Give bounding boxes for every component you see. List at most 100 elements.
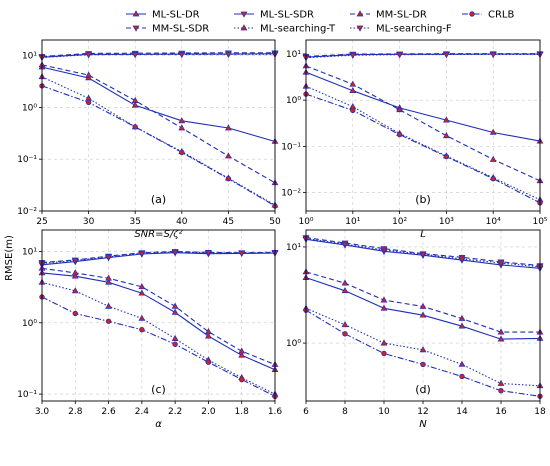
x-tick-label: 10⁵ [532, 217, 547, 227]
data-point [497, 260, 505, 267]
data-point [225, 176, 232, 182]
y-tick-label: 10⁰ [286, 96, 301, 106]
data-point [341, 321, 349, 328]
x-tick-label: 2.2 [168, 407, 182, 417]
data-point [205, 327, 212, 335]
data-point [489, 128, 497, 135]
data-point [381, 350, 387, 357]
x-tick-label: 12 [417, 407, 428, 417]
legend-label: MM-SL-DR [376, 10, 427, 21]
data-point [179, 149, 185, 156]
legend-item: ML-SL-DR [126, 10, 200, 21]
panel-label: (b) [415, 193, 431, 206]
legend-item: MM-SL-SDR [126, 24, 209, 35]
data-point [350, 107, 356, 114]
legend-item: ML-SL-SDR [234, 10, 314, 21]
legend-marker [132, 10, 140, 17]
y-tick-label: 10¹ [286, 50, 301, 60]
data-point [497, 335, 505, 342]
x-tick-label: 35 [129, 217, 140, 227]
series [302, 82, 544, 203]
x-tick-label: 2.6 [101, 407, 116, 417]
x-tick-label: 25 [36, 217, 47, 227]
data-point [71, 272, 79, 279]
data-point [178, 52, 186, 59]
data-point [85, 99, 92, 106]
x-tick-label: 2.4 [135, 407, 150, 417]
x-tick-label: 1.8 [235, 407, 250, 417]
data-point [349, 52, 357, 59]
x-tick-label: 10⁰ [298, 217, 313, 227]
data-point [419, 302, 427, 309]
series-line [41, 267, 276, 366]
series [38, 73, 279, 208]
data-point [105, 278, 112, 285]
data-point [443, 52, 450, 59]
x-tick-label: 30 [83, 217, 95, 227]
data-point [105, 318, 112, 324]
data-point [380, 339, 388, 346]
series-line [41, 52, 275, 58]
series-line [305, 53, 540, 58]
legend-marker [240, 24, 248, 31]
series [38, 51, 279, 62]
data-point [458, 256, 466, 263]
data-point [497, 328, 505, 335]
data-point [85, 52, 92, 59]
data-point [458, 314, 466, 321]
data-point [71, 287, 79, 294]
x-tick-label: 10⁴ [486, 217, 501, 227]
data-point [132, 124, 138, 130]
panel-label: (a) [151, 193, 166, 206]
data-point [105, 274, 112, 281]
y-tick-label: 10¹ [22, 247, 37, 257]
series [38, 63, 279, 144]
series-line [41, 53, 275, 59]
data-point [349, 80, 357, 87]
series [302, 62, 544, 184]
data-point [85, 74, 92, 81]
data-point [342, 331, 348, 337]
legend-label: ML-searching-T [260, 24, 336, 35]
data-point [105, 254, 112, 261]
data-point [225, 152, 232, 159]
x-tick-label: 1.6 [268, 407, 283, 417]
series [302, 273, 544, 342]
data-point [85, 71, 92, 78]
data-point [380, 304, 388, 311]
series-line [41, 76, 276, 206]
panels: 25 30 35 40 45 50 10⁻² 10⁻¹ 10⁰ 10¹ (a) SNR=S/ζ² 10⁰… [17, 39, 548, 430]
chart-panel: 25 30 35 40 45 50 10⁻² 10⁻¹ 10⁰ 10¹ (a) SNR=S/ζ² [17, 39, 281, 240]
x-axis-label: SNR=S/ζ² [134, 229, 182, 240]
x-tick-label: 6 [303, 407, 309, 417]
data-point [178, 124, 186, 131]
x-tick-label: 2.8 [68, 407, 83, 417]
legend-marker [469, 11, 475, 17]
x-tick-label: 10 [378, 407, 390, 417]
y-tick-label: 10¹ [286, 243, 301, 253]
y-tick-label: 10⁻¹ [281, 142, 301, 152]
data-point [458, 322, 466, 329]
data-point [131, 101, 139, 108]
x-tick-label: 3.0 [35, 407, 50, 417]
y-tick-label: 10⁰ [22, 103, 37, 113]
data-point [205, 250, 212, 257]
data-point [380, 296, 388, 303]
data-point [238, 351, 246, 358]
data-point [498, 387, 504, 394]
data-point [205, 359, 212, 365]
data-point [138, 314, 146, 321]
data-point [396, 52, 403, 59]
series [39, 83, 278, 209]
data-point [225, 124, 232, 131]
data-point [225, 51, 232, 58]
y-tick-label: 10⁻¹ [17, 390, 37, 400]
data-point [238, 347, 246, 354]
x-axis-label: α [155, 419, 162, 430]
legend-item: MM-SL-DR [350, 10, 427, 21]
data-point [497, 379, 505, 386]
legend-marker [356, 25, 364, 32]
data-point [380, 247, 388, 254]
x-axis-label: L [420, 229, 426, 240]
